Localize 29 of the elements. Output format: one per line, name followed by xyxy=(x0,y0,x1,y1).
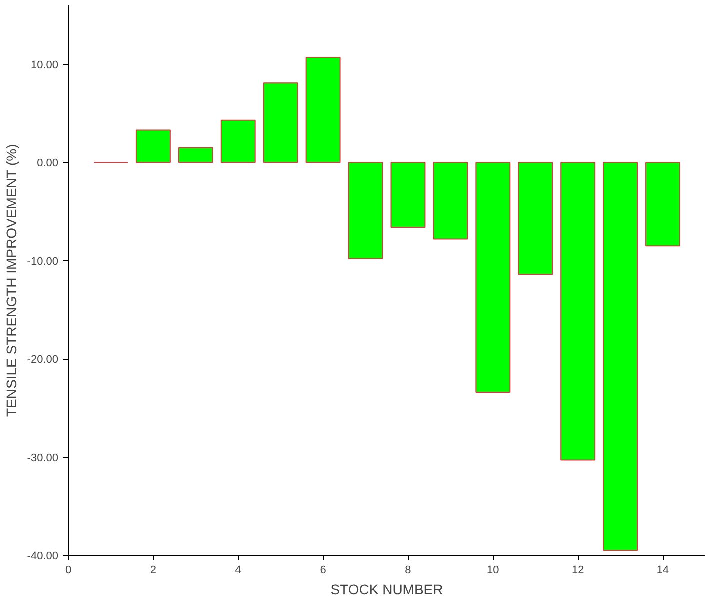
bar xyxy=(518,162,554,276)
bar xyxy=(560,162,596,461)
bar xyxy=(646,162,681,247)
y-axis-title: TENSILE STRENGTH IMPROVEMENT (%) xyxy=(3,144,20,418)
bar xyxy=(306,57,341,164)
y-tick-label: 10.00 xyxy=(30,59,59,72)
bar xyxy=(263,82,298,164)
bar xyxy=(220,120,256,164)
x-tick-label: 14 xyxy=(656,564,670,576)
x-tick-label: 4 xyxy=(235,564,242,576)
bar xyxy=(390,162,426,228)
y-tick-label: -30.00 xyxy=(27,452,59,464)
bar xyxy=(603,162,638,552)
bar xyxy=(476,162,511,393)
x-axis-title: STOCK NUMBER xyxy=(330,582,444,598)
bar xyxy=(178,147,214,164)
x-tick-label: 6 xyxy=(320,564,326,576)
bar xyxy=(348,162,384,260)
x-tick-label: 10 xyxy=(487,564,500,576)
bar xyxy=(433,162,468,240)
x-tick-label: 8 xyxy=(405,564,412,576)
x-tick-label: 0 xyxy=(65,564,72,576)
x-tick-label: 12 xyxy=(572,564,584,576)
bar xyxy=(136,130,171,164)
y-tick-label: 0.00 xyxy=(37,158,59,170)
y-tick-label: -40.00 xyxy=(27,550,59,562)
y-tick-label: -10.00 xyxy=(27,256,59,268)
y-tick-label: -20.00 xyxy=(27,354,59,366)
x-tick-label: 2 xyxy=(150,564,156,576)
